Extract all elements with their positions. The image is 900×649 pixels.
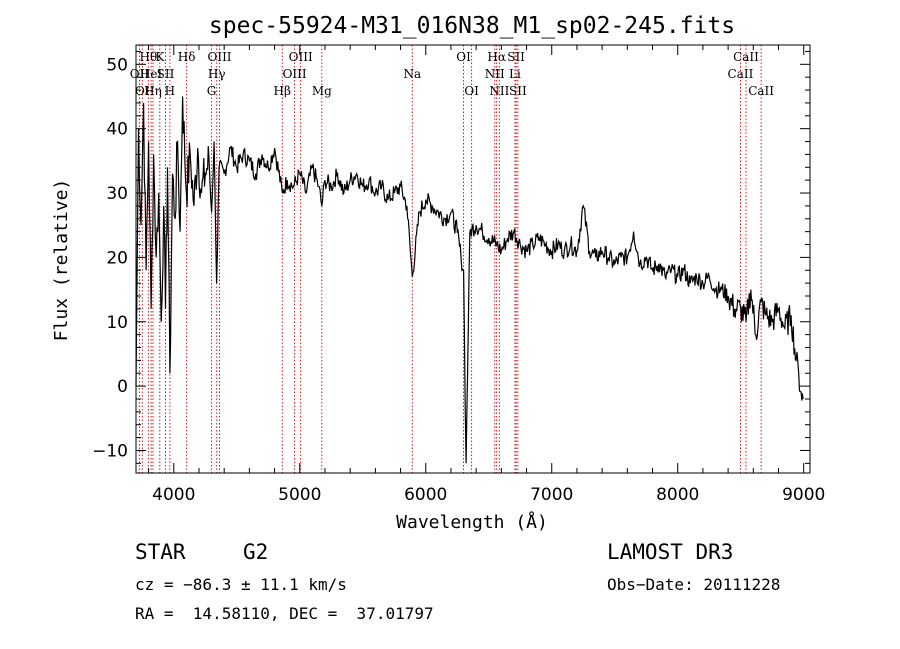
line-label: Na [403, 67, 421, 81]
y-tick-label: 0 [117, 377, 128, 397]
line-label: Li [509, 67, 521, 81]
line-label: OI [135, 84, 150, 98]
line-label: OI [464, 84, 479, 98]
object-class: STAR [135, 540, 186, 564]
line-label: SII [507, 50, 525, 64]
y-tick-label: 50 [106, 55, 128, 75]
line-label: K [155, 50, 165, 64]
axis-ticks: 4000 5000 6000 7000 8000 9000 −10 0 10 20 30 40 50 [92, 45, 825, 505]
y-tick-label: 20 [106, 248, 128, 268]
x-tick-label: 4000 [152, 485, 195, 505]
redshift-readout: cz = −86.3 ± 11.1 km/s [135, 575, 347, 594]
y-tick-label: −10 [92, 441, 128, 461]
line-label: OII [130, 67, 150, 81]
y-tick-label: 30 [106, 184, 128, 204]
spectrum-line [135, 96, 804, 464]
line-label: NII [485, 67, 505, 81]
line-label: HeI [140, 67, 163, 81]
x-tick-label: 6000 [404, 485, 447, 505]
line-label: Hα [487, 50, 506, 64]
x-tick-label: 7000 [530, 485, 573, 505]
line-label: Mg [312, 84, 332, 98]
y-tick-label: 40 [106, 120, 128, 140]
emission-line-labels: OII OI Hθ HeI Hη K SII H Hδ G Hγ OIII Hβ OIII OIII Mg Na… [130, 50, 775, 98]
line-label: G [207, 84, 217, 98]
line-label: OIII [283, 67, 307, 81]
line-label: OI [456, 50, 471, 64]
plot-frame [135, 44, 811, 474]
ra-dec-readout: RA = 14.58110, DEC = 37.01797 [135, 604, 434, 623]
y-axis-label: Flux (relative) [51, 179, 72, 342]
line-label: Hβ [274, 84, 291, 98]
chart-title: spec-55924-M31_016N38_M1_sp02-245.fits [209, 13, 735, 39]
line-label: CaII [728, 67, 754, 81]
line-label: SII [509, 84, 527, 98]
x-tick-label: 8000 [656, 485, 699, 505]
line-label: OIII [289, 50, 313, 64]
line-label: OIII [207, 50, 231, 64]
obs-date: Obs−Date: 20111228 [607, 575, 781, 594]
line-label: Hη [144, 84, 162, 98]
x-axis-label: Wavelength (Å) [396, 511, 548, 533]
line-label: CaII [748, 84, 774, 98]
y-tick-label: 10 [106, 313, 128, 333]
emission-line-markers [138, 45, 762, 473]
line-label: Hδ [178, 50, 196, 64]
line-label: H [165, 84, 175, 98]
x-tick-label: 9000 [782, 485, 825, 505]
line-label: Hθ [139, 50, 157, 64]
line-label: NII [489, 84, 509, 98]
line-label: CaII [733, 50, 759, 64]
survey-name: LAMOST DR3 [607, 540, 734, 564]
line-label: Hγ [208, 67, 226, 81]
object-subclass: G2 [243, 540, 269, 564]
line-label: SII [157, 67, 175, 81]
x-tick-label: 5000 [278, 485, 321, 505]
